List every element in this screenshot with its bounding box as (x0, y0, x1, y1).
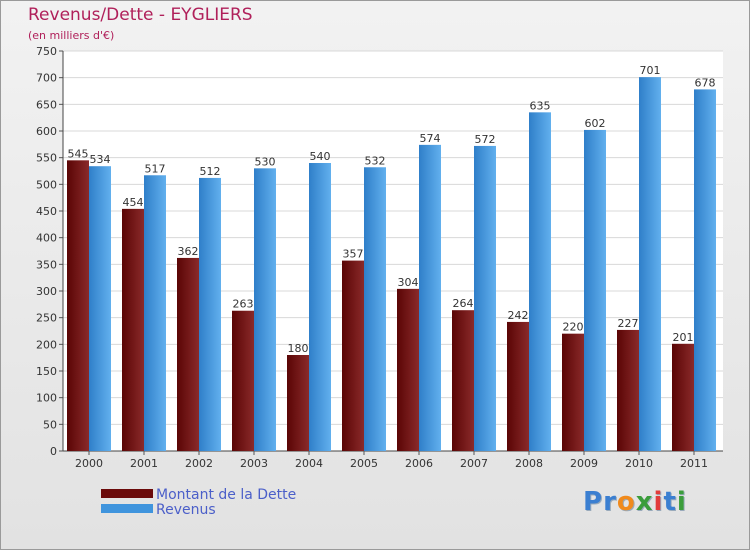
bar-dette (397, 288, 419, 451)
bar-dette (287, 355, 309, 451)
bar-revenus (309, 163, 331, 451)
bar-revenus (584, 129, 606, 451)
bar-label-dette: 545 (68, 147, 89, 160)
bar-label-revenus: 540 (310, 150, 331, 163)
logo-letter: o (616, 487, 636, 517)
x-tick-label: 2006 (405, 457, 433, 470)
x-tick-label: 2011 (680, 457, 708, 470)
bar-label-dette: 357 (343, 248, 364, 261)
bar-label-revenus: 602 (585, 117, 606, 130)
logo-letter: r (603, 487, 617, 517)
y-tick-label: 300 (36, 285, 57, 298)
y-tick-label: 50 (43, 418, 57, 431)
bar-revenus (254, 168, 276, 452)
y-tick-label: 500 (36, 178, 57, 191)
bar-dette (452, 310, 474, 451)
bar-label-dette: 304 (398, 276, 419, 289)
bar-revenus (364, 167, 386, 451)
bar-label-revenus: 532 (365, 154, 386, 167)
x-tick-label: 2004 (295, 457, 323, 470)
plot-area (63, 51, 723, 451)
bar-dette (177, 257, 199, 451)
bar-label-revenus: 701 (640, 64, 661, 77)
bar-dette (507, 321, 529, 451)
legend-label-dette: Montant de la Dette (156, 487, 297, 503)
y-tick-label: 150 (36, 365, 57, 378)
x-tick-label: 2008 (515, 457, 543, 470)
y-tick-label: 400 (36, 232, 57, 245)
y-tick-label: 450 (36, 205, 57, 218)
bar-dette (67, 160, 89, 452)
bar-label-revenus: 678 (695, 76, 716, 89)
bar-revenus (144, 175, 166, 451)
bar-label-dette: 220 (563, 321, 584, 334)
bar-label-revenus: 572 (475, 133, 496, 146)
bar-revenus (419, 144, 441, 451)
logo-letter: t (663, 487, 677, 517)
bar-revenus (639, 77, 661, 451)
bar-label-revenus: 517 (145, 162, 166, 175)
bar-revenus (199, 177, 221, 451)
bar-dette (672, 343, 694, 451)
bar-label-revenus: 574 (420, 132, 441, 145)
bar-label-revenus: 635 (530, 99, 551, 112)
logo-letter: i (676, 487, 687, 517)
bar-label-dette: 263 (233, 298, 254, 311)
bar-revenus (474, 145, 496, 451)
y-tick-label: 0 (50, 445, 57, 458)
x-tick-label: 2000 (75, 457, 103, 470)
bar-dette (562, 333, 584, 451)
bar-label-revenus: 534 (90, 153, 111, 166)
bar-revenus (89, 166, 111, 451)
bar-label-dette: 180 (288, 342, 309, 355)
y-tick-label: 100 (36, 392, 57, 405)
bar-dette (232, 310, 254, 451)
y-tick-label: 750 (36, 45, 57, 58)
y-tick-label: 550 (36, 152, 57, 165)
y-tick-label: 700 (36, 72, 57, 85)
y-tick-label: 600 (36, 125, 57, 138)
logo-letter: x (635, 487, 654, 517)
x-tick-label: 2002 (185, 457, 213, 470)
logo-letter: i (653, 487, 664, 517)
bar-revenus (694, 89, 716, 452)
chart-title: Revenus/Dette - EYGLIERS (28, 5, 253, 25)
x-tick-label: 2005 (350, 457, 378, 470)
logo-letter: P (583, 487, 604, 517)
bar-dette (342, 260, 364, 451)
bar-label-revenus: 530 (255, 155, 276, 168)
bar-revenus (529, 112, 551, 451)
y-tick-label: 350 (36, 258, 57, 271)
legend-swatch-dette (101, 489, 153, 498)
legend-label-revenus: Revenus (156, 502, 216, 518)
x-tick-label: 2001 (130, 457, 158, 470)
bar-label-dette: 454 (123, 196, 144, 209)
x-tick-label: 2003 (240, 457, 268, 470)
bar-label-dette: 264 (453, 297, 474, 310)
x-tick-label: 2010 (625, 457, 653, 470)
chart-subtitle: (en milliers d'€) (28, 29, 115, 42)
bar-label-dette: 242 (508, 309, 529, 322)
x-tick-label: 2007 (460, 457, 488, 470)
bar-label-dette: 201 (673, 331, 694, 344)
legend-swatch-revenus (101, 504, 153, 513)
bar-label-dette: 362 (178, 245, 199, 258)
proxiti-logo: Proxiti (583, 487, 687, 517)
x-tick-label: 2009 (570, 457, 598, 470)
y-tick-label: 200 (36, 338, 57, 351)
bar-label-revenus: 512 (200, 165, 221, 178)
y-tick-label: 650 (36, 98, 57, 111)
y-tick-label: 250 (36, 312, 57, 325)
bar-dette (122, 208, 144, 451)
bar-label-dette: 227 (618, 317, 639, 330)
bar-dette (617, 329, 639, 451)
